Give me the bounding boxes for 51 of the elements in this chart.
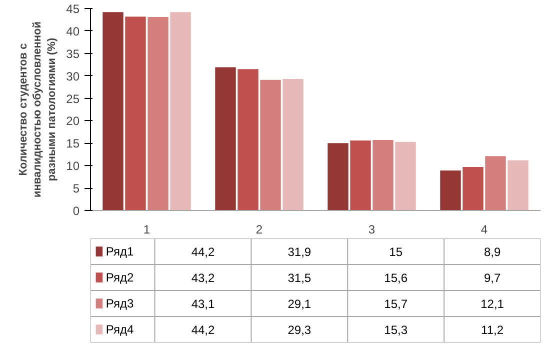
bar [170,12,191,210]
bar [260,80,281,210]
y-tick-label: 25 [66,92,80,106]
bar [485,156,506,210]
data-label: 43,2 [191,271,216,285]
bar [238,69,258,210]
legend-label: Ряд4 [106,322,134,336]
y-axis-title: Количество студентов с инвалидностью обусловленной разными патологиями (%) [17,21,58,198]
data-label: 31,9 [288,245,312,259]
legend-label: Ряд1 [106,244,134,258]
data-label: 44,2 [191,245,216,259]
bar [328,143,348,210]
bar [282,78,304,210]
y-tick-label: 20 [66,114,80,128]
y-tick-label: 0 [72,204,80,218]
legend-label: Ряд3 [106,296,134,310]
y-tick-label: 15 [66,136,80,151]
data-label: 43,1 [191,297,216,311]
bar [462,166,484,210]
y-tick-label: 45 [66,2,80,16]
data-label: 15,6 [384,271,408,285]
x-tick-label: 3 [368,222,376,236]
data-label: 11,2 [481,323,504,337]
data-label: 9,7 [484,271,501,285]
y-tick-label: 10 [66,159,80,174]
bar [372,140,394,210]
data-label: 8,9 [484,245,501,259]
data-label: 31,5 [288,271,312,285]
data-label: 15,7 [384,297,408,311]
bar [508,160,528,210]
x-tick-label: 1 [143,222,150,236]
bar [395,142,416,210]
bar [215,67,236,210]
y-tick-label: 5 [72,182,80,196]
data-label: 15 [389,245,403,259]
data-label: 29,1 [288,297,312,311]
data-label: 29,3 [288,323,312,337]
data-label: 44,2 [191,323,216,337]
x-tick-label: 2 [256,222,263,236]
legend-label: Ряд2 [106,270,134,284]
bar [125,16,146,210]
data-label: 15,3 [384,323,408,337]
bar [350,140,371,210]
bar [148,17,168,210]
bar [102,12,124,210]
y-tick-label: 35 [66,46,80,61]
y-tick-label: 40 [66,24,80,38]
x-tick-label: 4 [480,222,488,236]
bar [440,170,461,210]
y-tick-label: 30 [66,69,80,84]
data-label: 12,1 [480,297,504,311]
